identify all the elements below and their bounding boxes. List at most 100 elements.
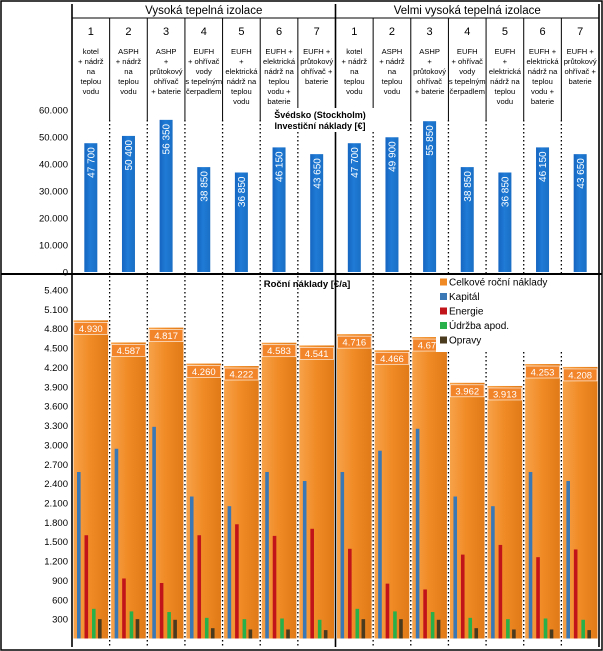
legend-swatch [440, 293, 447, 300]
variant-label-line: čerpadlem [450, 87, 485, 96]
cost-component-bar [84, 535, 89, 639]
investment-bar [197, 167, 211, 272]
variant-label-line: baterie [531, 97, 554, 106]
variant-label-line: ohřívač [417, 77, 442, 86]
variant-label-line: ohřívač [154, 77, 179, 86]
top-title-box [265, 108, 375, 132]
investment-bar-label: 36 850 [501, 176, 512, 207]
bottom-y-tick-label: 3.600 [44, 402, 68, 413]
top-chart-title: Švédsko (Stockholm) [274, 109, 366, 120]
variant-number: 4 [201, 26, 207, 38]
variant-label-line: ASHP [156, 47, 177, 56]
total-cost-label: 4.222 [230, 370, 254, 381]
total-cost-label: 4.541 [305, 349, 329, 360]
legend-label: Celkové roční náklady [449, 278, 547, 289]
top-y-tick-label: 30.000 [39, 187, 68, 198]
cost-component-bar [167, 612, 171, 639]
variant-number: 5 [238, 26, 244, 38]
investment-bar-label: 43 650 [312, 158, 323, 189]
cost-component-bar [566, 481, 570, 639]
cost-component-bar [385, 583, 390, 639]
cost-component-bar [197, 535, 202, 639]
investment-bar-label: 47 700 [86, 147, 97, 178]
cost-component-bar [227, 506, 232, 639]
variant-label-line: + [239, 57, 244, 66]
investment-bar [460, 167, 474, 272]
bottom-y-tick-label: 2.400 [44, 479, 68, 490]
total-cost-label: 4.208 [568, 370, 592, 381]
investment-bar [385, 137, 399, 272]
variant-label-line: + nádrž [342, 57, 368, 66]
bottom-y-tick-label: 5.100 [44, 305, 68, 316]
variant-label-line: nádrž na [264, 67, 294, 76]
cost-component-bar [173, 619, 177, 639]
total-label-box [299, 347, 334, 360]
total-label-box [261, 344, 297, 358]
variant-label-line: průtokový [150, 67, 183, 76]
bottom-y-tick-label: 1.200 [44, 557, 68, 568]
cost-component-bar [536, 557, 540, 639]
cost-component-bar [587, 630, 591, 639]
investment-bar-label: 55 850 [425, 125, 436, 156]
variant-label-line: EUFH [231, 47, 252, 56]
variant-number: 7 [314, 26, 320, 38]
top-y-tick-label: 60.000 [39, 106, 68, 117]
top-y-tick-label: 10.000 [39, 241, 68, 252]
total-cost-label: 4.260 [192, 367, 216, 378]
legend-label: Údržba apod. [449, 319, 509, 332]
investment-bar-label: 43 650 [576, 158, 587, 189]
cost-component-bar [468, 617, 473, 639]
variant-number: 3 [427, 26, 433, 38]
variant-label-line: EUFH [457, 47, 478, 56]
cost-component-bar [436, 619, 441, 639]
variant-label-line: ASHP [419, 47, 440, 56]
cost-component-bar [361, 619, 366, 639]
total-cost-label: 4.671 [418, 341, 442, 352]
cost-component-bar [573, 549, 578, 639]
cost-component-bar [348, 548, 352, 639]
investment-bar [347, 143, 361, 272]
cost-component-bar [135, 619, 140, 639]
cost-component-bar [498, 544, 503, 639]
variant-label-line: teplou [231, 87, 252, 96]
cost-component-bar [265, 471, 269, 639]
variant-label-line: + baterie [151, 87, 181, 96]
variant-number: 7 [577, 26, 583, 38]
variant-label-line: čerpadlem [186, 87, 221, 96]
bottom-y-tick-label: 2.100 [44, 498, 68, 509]
bottom-y-tick-label: 4.200 [44, 363, 68, 374]
cost-component-bar [393, 611, 397, 639]
variant-label-line: elektrická [526, 57, 559, 66]
variant-label-line: EUFH [193, 47, 214, 56]
variant-label-line: vodu [83, 87, 99, 96]
variant-label-line: na [388, 67, 397, 76]
cost-component-bar [506, 619, 510, 639]
variant-number: 2 [389, 26, 395, 38]
variant-label-line: EUFH + [265, 47, 293, 56]
cost-component-bar [340, 471, 345, 639]
variant-label-line: teplou [269, 77, 290, 86]
investment-bar-label: 47 700 [350, 147, 361, 178]
cost-component-bar [152, 426, 156, 639]
variant-label-line: na [124, 67, 133, 76]
variant-number: 1 [351, 26, 357, 38]
group-title: Velmi vysoká tepelná izolace [394, 5, 541, 17]
investment-bar [423, 121, 437, 272]
variant-label-line: teplou [532, 77, 553, 86]
variant-label-line: + [503, 57, 508, 66]
investment-bar [272, 147, 286, 272]
variant-label-line: baterie [267, 97, 290, 106]
bottom-y-tick-label: 1.500 [44, 537, 68, 548]
variant-label-line: baterie [569, 77, 592, 86]
investment-bar-label: 38 850 [463, 171, 474, 202]
legend-label: Kapitál [449, 292, 480, 303]
variant-label-line: EUFH + [303, 47, 331, 56]
variant-label-line: průtokový [564, 57, 597, 66]
variant-label-line: teplou [495, 87, 516, 96]
bottom-y-tick-label: 1.800 [44, 518, 68, 529]
cost-component-bar [242, 619, 247, 639]
cost-component-bar [286, 629, 290, 639]
variant-label-line: průtokový [413, 67, 446, 76]
cost-component-bar [204, 617, 209, 639]
